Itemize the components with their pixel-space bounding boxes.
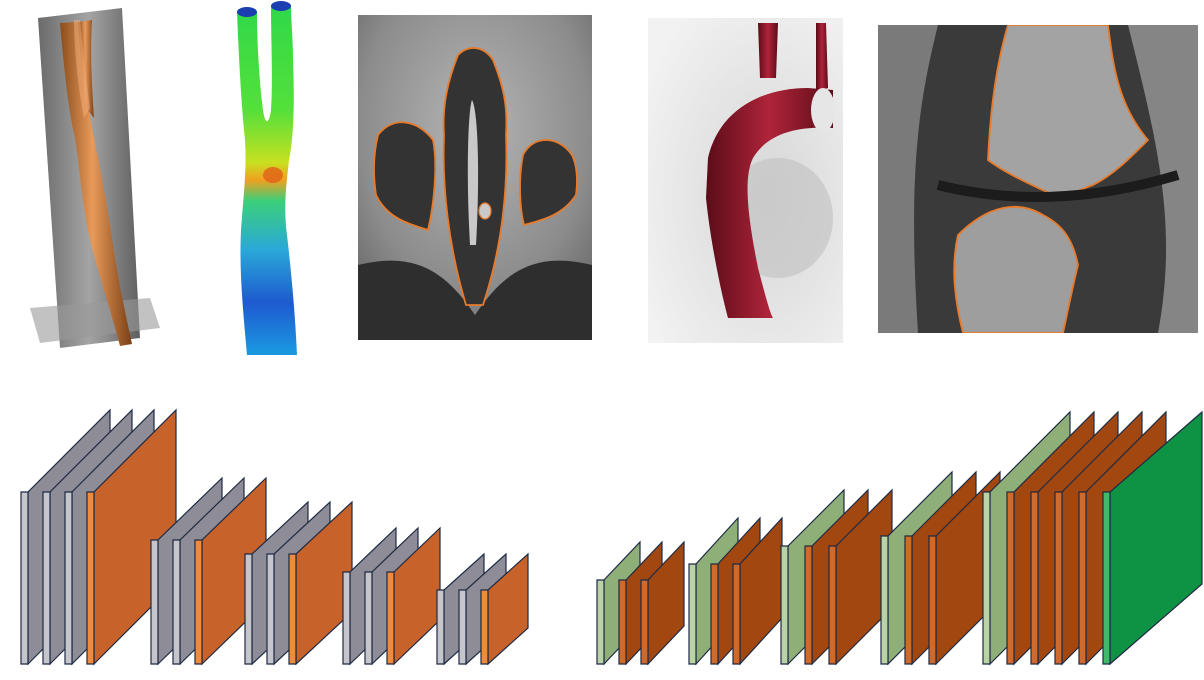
decoder-layer-5-6 <box>1102 410 1203 666</box>
encoder-layer-4-3 <box>386 526 441 666</box>
decoder-layer-1-3 <box>640 540 685 666</box>
decoder-layer-3-3 <box>828 488 893 666</box>
knee-mri-image <box>878 25 1198 333</box>
network-architecture-diagram <box>20 408 1203 666</box>
encoder-layer-5-3 <box>480 552 529 666</box>
sinus-ct-image <box>358 15 592 340</box>
encoder-layer-3-3 <box>288 500 353 666</box>
aorta-volume-image <box>648 18 843 343</box>
decoder-layer-2-3 <box>732 516 783 666</box>
carotid-mesh-image <box>20 8 170 353</box>
carotid-colormap-image <box>225 0 315 358</box>
